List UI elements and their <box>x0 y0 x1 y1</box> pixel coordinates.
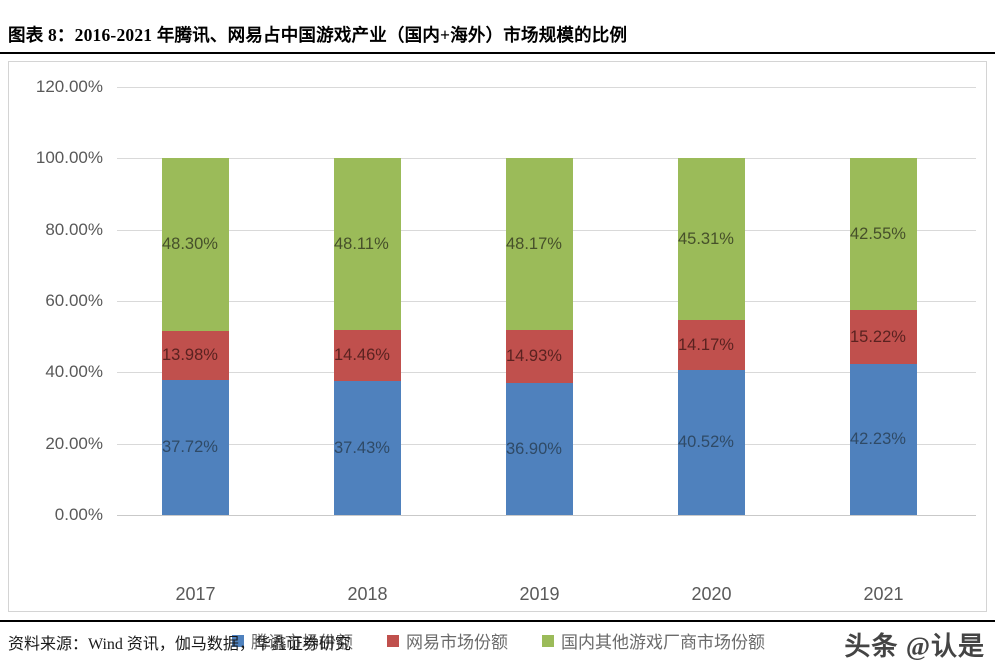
legend-swatch-icon <box>387 634 399 647</box>
x-axis-tick-label: 2017 <box>175 584 216 604</box>
bar-segment[interactable]: 14.17% <box>678 319 745 371</box>
figure-title: 图表 8：2016-2021 年腾讯、网易占中国游戏产业（国内+海外）市场规模的… <box>8 25 628 45</box>
gridline <box>117 87 976 88</box>
bar-group[interactable]: 37.72% 13.98% 48.30% <box>162 62 229 515</box>
axis-baseline <box>117 515 976 516</box>
chart-legend: 腾讯市场份额 网易市场份额 国内其他游戏厂商市场份额 <box>9 628 988 653</box>
chart-container: 0.00% 20.00% 40.00% 60.00% 80.00% 100.00% 120.… <box>8 61 988 652</box>
bar-segment[interactable]: 14.46% <box>334 329 401 382</box>
bar-group[interactable]: 36.90% 14.93% 48.17% <box>506 62 573 515</box>
bar-segment[interactable]: 45.31% <box>678 158 745 320</box>
bar-segment[interactable]: 14.93% <box>506 330 573 384</box>
y-axis-tick-label: 60.00% <box>45 291 103 310</box>
bar-segment[interactable]: 37.43% <box>334 381 401 515</box>
bar-segment[interactable]: 48.17% <box>506 158 573 331</box>
x-axis-tick-label: 2019 <box>519 584 560 604</box>
y-axis-tick-label: 40.00% <box>45 362 103 382</box>
bar-value-label: 40.52% <box>678 433 734 452</box>
legend-label: 网易市场份额 <box>406 633 508 652</box>
bar-value-label: 45.31% <box>678 229 734 248</box>
bar-segment[interactable]: 48.11% <box>334 158 401 330</box>
plot-area: 0.00% 20.00% 40.00% 60.00% 80.00% 100.00% 120.… <box>9 62 988 613</box>
legend-item[interactable]: 国内其他游戏厂商市场份额 <box>542 628 765 653</box>
bar-segment[interactable]: 42.55% <box>850 158 917 311</box>
legend-item[interactable]: 腾讯市场份额 <box>232 628 353 653</box>
x-axis-tick-label: 2018 <box>347 584 388 604</box>
bar-value-label: 42.23% <box>850 430 906 449</box>
footer-divider <box>0 620 995 622</box>
bar-value-label: 13.98% <box>162 346 218 365</box>
legend-swatch-icon <box>232 634 244 647</box>
bar-value-label: 14.93% <box>506 347 562 366</box>
bar-value-label: 48.30% <box>162 234 218 253</box>
legend-label: 国内其他游戏厂商市场份额 <box>561 633 765 652</box>
bar-segment[interactable]: 13.98% <box>162 330 229 381</box>
bar-group[interactable]: 37.43% 14.46% 48.11% <box>334 62 401 515</box>
bar-value-label: 14.46% <box>334 346 390 365</box>
source-note: 资料来源：Wind 资讯，伽马数据，华鑫证券研究 <box>8 636 351 653</box>
title-divider <box>0 52 995 54</box>
bar-value-label: 37.43% <box>334 438 390 457</box>
y-axis-tick-label: 20.00% <box>45 433 103 453</box>
x-axis-tick-label: 2021 <box>863 584 904 604</box>
bar-segment[interactable]: 42.23% <box>850 364 917 515</box>
bar-segment[interactable]: 15.22% <box>850 310 917 365</box>
bar-group[interactable]: 42.23% 15.22% 42.55% <box>850 62 917 515</box>
bar-segment[interactable]: 40.52% <box>678 370 745 515</box>
bar-value-label: 14.17% <box>678 335 734 354</box>
bar-value-label: 15.22% <box>850 327 906 346</box>
bar-group[interactable]: 40.52% 14.17% 45.31% <box>678 62 745 515</box>
bar-value-label: 37.72% <box>162 438 218 457</box>
y-axis-tick-label: 100.00% <box>35 148 103 168</box>
y-axis-tick-label: 0.00% <box>54 505 103 524</box>
bar-value-label: 48.11% <box>334 234 389 253</box>
y-axis-tick-label: 120.00% <box>35 77 103 96</box>
bar-value-label: 48.17% <box>506 234 562 253</box>
bar-segment[interactable]: 48.30% <box>162 158 229 331</box>
bar-value-label: 36.90% <box>506 439 562 458</box>
bar-segment[interactable]: 36.90% <box>506 383 573 515</box>
legend-item[interactable]: 网易市场份额 <box>387 628 508 653</box>
y-axis-tick-label: 80.00% <box>45 219 103 239</box>
legend-swatch-icon <box>542 634 554 647</box>
bar-segment[interactable]: 37.72% <box>162 380 229 515</box>
legend-label: 腾讯市场份额 <box>251 633 353 652</box>
watermark: 头条 @认是 <box>844 632 985 661</box>
x-axis-tick-label: 2020 <box>691 584 732 604</box>
bar-value-label: 42.55% <box>850 224 906 243</box>
